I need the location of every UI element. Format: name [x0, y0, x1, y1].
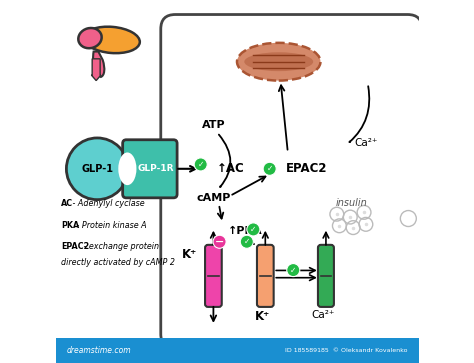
Text: EPAC2: EPAC2: [286, 162, 328, 175]
FancyBboxPatch shape: [318, 245, 334, 307]
FancyArrowPatch shape: [349, 86, 369, 142]
Text: PKA: PKA: [61, 221, 79, 229]
Text: Ca²⁺: Ca²⁺: [312, 310, 335, 321]
Text: GLP-1R: GLP-1R: [137, 164, 173, 173]
PathPatch shape: [93, 52, 104, 77]
Ellipse shape: [118, 152, 137, 185]
Text: ↑AC: ↑AC: [217, 162, 245, 175]
Text: Ca²⁺: Ca²⁺: [354, 138, 378, 148]
Text: ↑PKA: ↑PKA: [228, 225, 263, 236]
Circle shape: [66, 138, 128, 200]
Text: - Adenylyl cyclase: - Adenylyl cyclase: [70, 199, 145, 208]
Circle shape: [240, 235, 253, 248]
FancyBboxPatch shape: [205, 245, 222, 307]
Text: ID 185589185  © Oleksandr Kovalenko: ID 185589185 © Oleksandr Kovalenko: [285, 348, 408, 353]
Circle shape: [247, 223, 260, 236]
Text: cAMP: cAMP: [196, 193, 230, 203]
FancyBboxPatch shape: [257, 245, 273, 307]
Text: directly activated by cAMP 2: directly activated by cAMP 2: [61, 258, 175, 266]
Circle shape: [263, 162, 276, 175]
Ellipse shape: [84, 27, 140, 53]
Text: insulin: insulin: [336, 198, 367, 208]
Text: dreamstime.com: dreamstime.com: [66, 346, 131, 355]
Text: ✓: ✓: [250, 225, 256, 234]
Text: ✓: ✓: [266, 164, 273, 173]
Circle shape: [213, 235, 226, 248]
Text: GLP-1: GLP-1: [81, 164, 113, 174]
Ellipse shape: [237, 43, 320, 81]
Text: ATP: ATP: [201, 120, 225, 130]
FancyArrowPatch shape: [219, 135, 230, 187]
Ellipse shape: [244, 52, 313, 71]
Text: - exchange protein: - exchange protein: [81, 242, 159, 251]
FancyBboxPatch shape: [161, 15, 422, 348]
Text: AC: AC: [61, 199, 73, 208]
FancyBboxPatch shape: [123, 140, 177, 198]
Text: −: −: [215, 237, 224, 247]
Text: ✓: ✓: [198, 160, 204, 169]
Text: ✓: ✓: [244, 237, 250, 246]
Text: K⁺: K⁺: [255, 310, 270, 323]
Circle shape: [287, 264, 300, 277]
Circle shape: [194, 158, 207, 171]
Bar: [55, 338, 419, 363]
Text: ✓: ✓: [290, 266, 296, 274]
Text: - Protein kinase A: - Protein kinase A: [73, 221, 146, 229]
Text: K⁺: K⁺: [182, 248, 197, 261]
Text: EPAC2: EPAC2: [61, 242, 89, 251]
Ellipse shape: [78, 28, 101, 48]
FancyArrow shape: [91, 59, 101, 81]
